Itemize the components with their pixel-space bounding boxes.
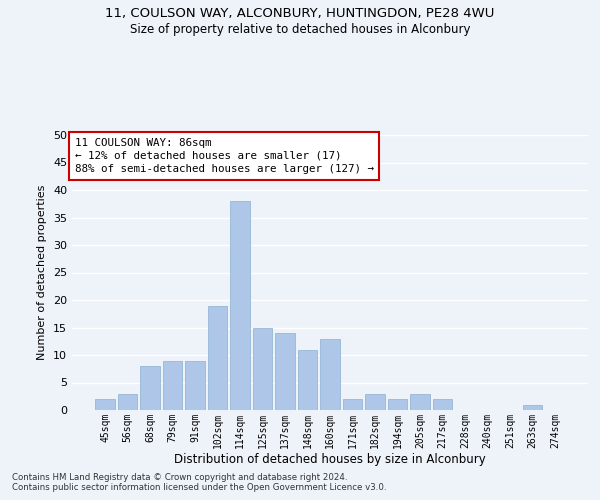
Bar — [185, 360, 205, 410]
Text: Contains public sector information licensed under the Open Government Licence v3: Contains public sector information licen… — [12, 484, 386, 492]
Text: Contains HM Land Registry data © Crown copyright and database right 2024.: Contains HM Land Registry data © Crown c… — [12, 472, 347, 482]
Bar — [523, 404, 542, 410]
Y-axis label: Number of detached properties: Number of detached properties — [37, 185, 47, 360]
Bar — [433, 399, 452, 410]
Bar — [208, 306, 227, 410]
Text: Size of property relative to detached houses in Alconbury: Size of property relative to detached ho… — [130, 22, 470, 36]
Text: 11 COULSON WAY: 86sqm
← 12% of detached houses are smaller (17)
88% of semi-deta: 11 COULSON WAY: 86sqm ← 12% of detached … — [74, 138, 374, 174]
Bar — [95, 399, 115, 410]
Text: 11, COULSON WAY, ALCONBURY, HUNTINGDON, PE28 4WU: 11, COULSON WAY, ALCONBURY, HUNTINGDON, … — [106, 8, 494, 20]
Bar — [343, 399, 362, 410]
Bar — [275, 333, 295, 410]
Bar — [118, 394, 137, 410]
Bar — [365, 394, 385, 410]
Bar — [320, 338, 340, 410]
Text: Distribution of detached houses by size in Alconbury: Distribution of detached houses by size … — [174, 452, 486, 466]
Bar — [388, 399, 407, 410]
Bar — [253, 328, 272, 410]
Bar — [410, 394, 430, 410]
Bar — [230, 201, 250, 410]
Bar — [140, 366, 160, 410]
Bar — [163, 360, 182, 410]
Bar — [298, 350, 317, 410]
